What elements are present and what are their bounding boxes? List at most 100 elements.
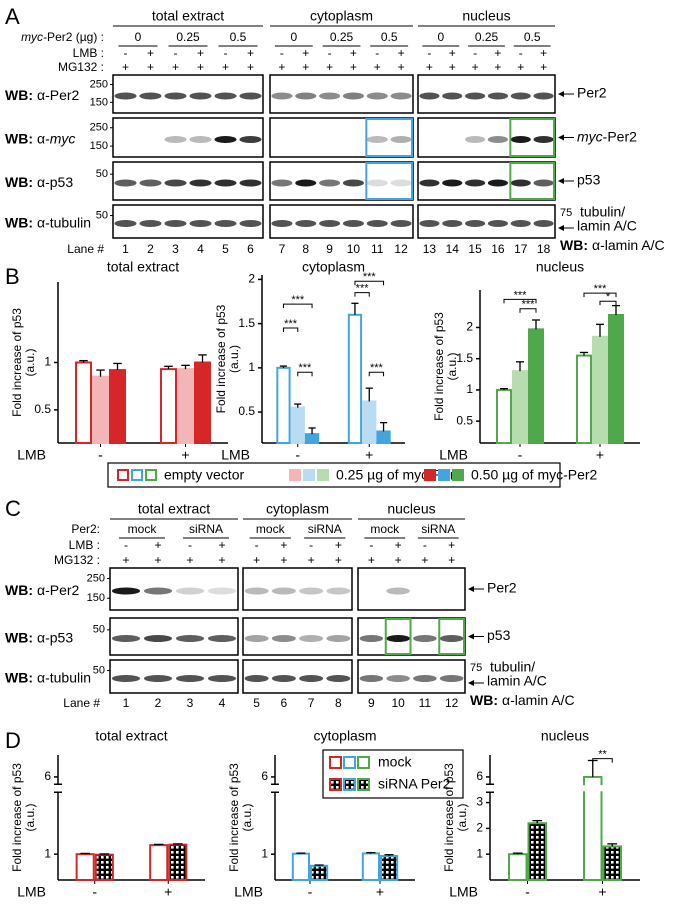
mg132-sign: +: [308, 553, 315, 567]
significance-bracket: [282, 327, 299, 333]
pair-row-label: myc-Per2 (µg) :: [21, 30, 104, 44]
bar: [380, 854, 399, 882]
target-label: Per2: [487, 580, 517, 596]
significance-label: ***: [514, 289, 528, 301]
band: [164, 179, 187, 187]
band: [139, 92, 162, 100]
lmb-sign: -: [328, 46, 332, 60]
bar: [508, 853, 528, 881]
band: [207, 635, 237, 642]
significance-label: ***: [370, 362, 384, 374]
lmb-sign: +: [494, 46, 501, 60]
mw-marker: 50: [96, 168, 108, 180]
pair-row-label: Per2:: [71, 522, 100, 536]
y-tick-label: 1: [248, 360, 255, 374]
pair-label: 0.25: [330, 30, 354, 44]
band: [239, 179, 262, 187]
x-tick-label: -: [92, 884, 97, 900]
arrow-head: [468, 586, 474, 592]
lmb-sign: -: [519, 46, 523, 60]
band: [442, 179, 463, 187]
text-part: α-p53: [37, 629, 73, 645]
mg132-sign: +: [122, 553, 129, 567]
text-part: α-tubulin: [37, 669, 91, 685]
bar: [496, 388, 512, 444]
lane-number: 8: [335, 696, 342, 710]
bar: [291, 852, 310, 881]
significance-label: ***: [356, 283, 370, 295]
band: [413, 675, 437, 682]
band: [442, 220, 463, 227]
mw-marker: 250: [90, 78, 108, 90]
lane-number: 17: [514, 242, 528, 256]
band: [239, 92, 262, 100]
band: [111, 675, 141, 682]
legend-swatch: [452, 469, 464, 481]
blot-frame: [112, 161, 264, 201]
target-label: myc-Per2: [577, 128, 637, 144]
lmb-row-label: LMB :: [73, 46, 104, 60]
mw-marker: 75: [560, 207, 572, 219]
mg132-sign: +: [247, 60, 254, 74]
y-tick-label: 2: [466, 320, 473, 334]
lane-number: 3: [172, 242, 179, 256]
bar: [290, 406, 305, 445]
significance-label: ***: [363, 271, 377, 283]
band: [214, 136, 237, 143]
mg132-sign: +: [197, 60, 204, 74]
significance-bracket: [592, 758, 613, 763]
significance-bracket: [519, 308, 537, 313]
band: [510, 220, 531, 227]
target-label: lamin A/C: [487, 673, 547, 689]
y-axis-label: Fold increase of p53: [227, 763, 241, 872]
bar: [376, 430, 391, 444]
highlight-box: [365, 162, 414, 200]
band: [342, 92, 364, 100]
band: [366, 220, 388, 227]
mg132-sign: +: [374, 60, 381, 74]
mg132-sign: +: [350, 60, 357, 74]
band: [214, 220, 237, 227]
text-part: WB:: [5, 669, 33, 685]
bar: [361, 852, 380, 882]
band: [465, 92, 486, 100]
band: [419, 220, 440, 227]
band: [390, 92, 412, 100]
x-tick-label: +: [181, 447, 189, 463]
y-tick-label: 1.5: [238, 316, 255, 330]
lmb-row-label: LMB :: [69, 538, 100, 552]
lmb-sign: -: [224, 46, 228, 60]
significance-label: *: [606, 291, 611, 303]
band: [299, 587, 324, 595]
lane-row-label: Lane #: [63, 696, 100, 710]
text-part: α-p53: [37, 174, 73, 190]
blot-antibody: WB: α-Per2: [5, 87, 80, 103]
y-tick-label: 6: [261, 769, 268, 783]
band: [319, 179, 341, 187]
lmb-sign: +: [280, 538, 287, 552]
mg132-sign: +: [448, 553, 455, 567]
band: [419, 179, 440, 187]
significance-bracket: [599, 300, 617, 306]
lane-number: 15: [468, 242, 482, 256]
bar: [149, 844, 169, 881]
y-tick-label: 6: [476, 769, 483, 783]
lmb-sign: +: [350, 46, 357, 60]
significance-bracket: [354, 292, 370, 297]
mg132-sign: +: [540, 60, 547, 74]
band: [487, 92, 508, 100]
band: [207, 587, 237, 595]
text-part: WB:: [5, 87, 33, 103]
y-tick-label: 6: [44, 769, 51, 783]
lmb-sign: +: [395, 538, 402, 552]
arrow-head: [558, 178, 564, 184]
mw-marker: 75: [470, 662, 482, 674]
mg132-row-label: MG132 :: [58, 60, 104, 74]
mw-marker: 50: [93, 664, 105, 676]
text-part: WB:: [5, 629, 33, 645]
band: [214, 92, 237, 100]
group-title: nucleus: [462, 8, 510, 24]
band: [139, 220, 162, 227]
text-part: α-lamin A/C: [592, 237, 665, 253]
